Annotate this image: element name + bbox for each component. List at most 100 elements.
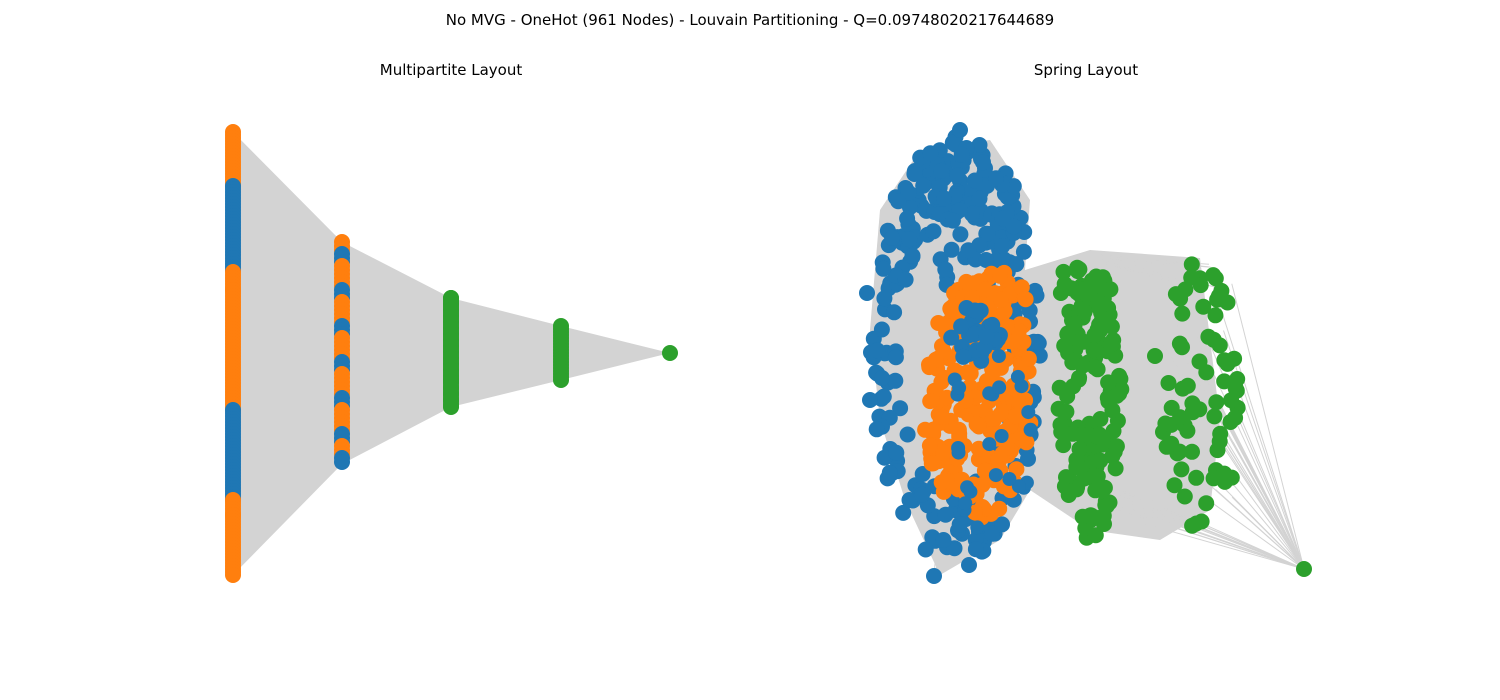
spring-node — [1071, 441, 1088, 457]
spring-node — [869, 342, 886, 359]
spring-node — [988, 468, 1003, 483]
spring-node — [899, 426, 916, 443]
spring-node — [946, 540, 963, 557]
spring-node — [1209, 442, 1226, 459]
spring-node — [1184, 404, 1201, 421]
spring-node — [1085, 342, 1102, 359]
spring-node — [1205, 267, 1222, 284]
spring-node — [952, 226, 969, 243]
spring-node — [1008, 256, 1025, 273]
spring-node — [881, 464, 898, 481]
spring-node — [1167, 286, 1184, 303]
spring-node — [1017, 291, 1034, 308]
spring-node — [886, 304, 903, 321]
spring-node — [975, 154, 991, 171]
spring-node — [1223, 392, 1240, 409]
spring-node — [922, 393, 939, 410]
spring-node — [1219, 355, 1236, 372]
spring-node — [935, 444, 952, 461]
spring-node — [1005, 218, 1022, 235]
spring-node — [943, 241, 960, 258]
spring-node — [1147, 348, 1163, 364]
spring-node — [875, 388, 892, 405]
spring-node — [945, 303, 961, 320]
spring-node — [1198, 364, 1215, 381]
spring-node — [962, 365, 979, 382]
graph-edge — [1209, 500, 1305, 570]
spring-node — [1069, 259, 1086, 276]
spring-node — [937, 506, 954, 523]
graph-edge — [1215, 489, 1305, 570]
spring-node — [1210, 288, 1227, 304]
spring-layout-panel — [859, 122, 1312, 584]
spring-node — [1065, 378, 1082, 395]
spring-node — [994, 210, 1011, 227]
spring-node — [1091, 316, 1108, 333]
spring-node — [966, 172, 983, 189]
multipartite-node — [225, 567, 241, 583]
spring-node — [890, 193, 907, 210]
spring-node — [1103, 336, 1119, 353]
spring-node — [1086, 359, 1103, 376]
spring-node — [1055, 437, 1072, 454]
spring-node — [1104, 402, 1121, 419]
spring-node — [1107, 460, 1124, 477]
spring-node — [1166, 477, 1183, 494]
spring-node — [1100, 374, 1117, 391]
spring-node — [1063, 483, 1080, 500]
spring-node — [1030, 335, 1047, 352]
spring-node — [960, 242, 977, 259]
spring-node — [1163, 435, 1180, 452]
spring-node — [953, 146, 970, 163]
spring-node — [1088, 428, 1105, 445]
spring-node — [875, 260, 892, 277]
spring-node — [963, 484, 978, 499]
spring-node — [1195, 298, 1212, 315]
spring-node — [1096, 479, 1113, 496]
spring-node — [1098, 497, 1115, 514]
spring-node — [949, 167, 966, 184]
spring-node — [976, 462, 993, 479]
spring-node — [1010, 323, 1027, 340]
spring-node — [978, 328, 995, 345]
spring-node — [901, 231, 918, 248]
spring-node — [906, 166, 923, 182]
spring-node — [967, 541, 984, 558]
multipartite-node — [443, 398, 459, 414]
spring-node — [935, 532, 952, 548]
spring-node — [925, 421, 942, 438]
spring-node — [1005, 178, 1022, 195]
spring-node — [1056, 404, 1073, 421]
spring-node — [884, 229, 901, 246]
spring-node — [1208, 394, 1225, 411]
spring-node — [994, 516, 1010, 533]
graph-edge — [1231, 283, 1305, 570]
spring-node — [955, 348, 972, 365]
spring-node — [934, 408, 951, 425]
spring-node — [921, 437, 938, 454]
spring-node — [1200, 328, 1217, 345]
spring-node — [1183, 256, 1200, 273]
spring-node — [992, 380, 1007, 395]
spring-node — [888, 444, 905, 461]
graph-edge — [1188, 343, 1305, 570]
spring-node — [937, 261, 954, 278]
spring-node — [994, 429, 1009, 443]
spring-node — [982, 437, 997, 452]
spring-node — [1013, 279, 1030, 296]
spring-node — [963, 276, 980, 293]
spring-node — [1021, 405, 1036, 420]
spring-node — [1002, 472, 1017, 486]
spring-node — [874, 370, 890, 386]
graph-edge — [1105, 500, 1305, 570]
spring-node — [1160, 375, 1177, 391]
spring-node — [899, 210, 916, 227]
spring-node — [992, 406, 1009, 423]
spring-node — [1103, 318, 1120, 335]
spring-node — [951, 516, 968, 533]
spring-node — [926, 568, 942, 584]
spring-node — [994, 238, 1011, 254]
spring-node — [901, 492, 918, 508]
spring-node — [951, 429, 968, 445]
spring-node — [930, 315, 947, 331]
